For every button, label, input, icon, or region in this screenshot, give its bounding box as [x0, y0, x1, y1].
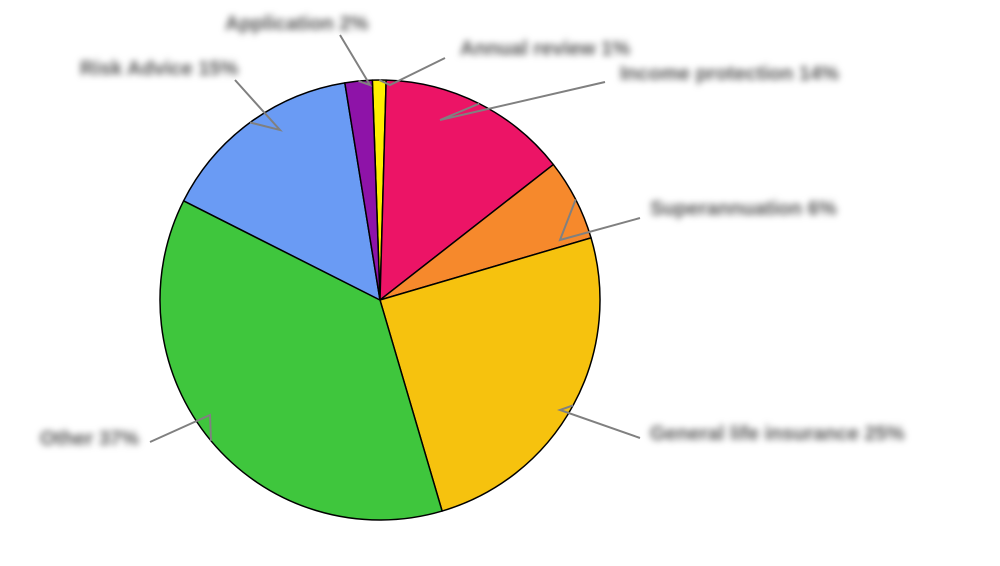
pie-chart-svg: Annual review 1% Income protection 14% Sup… [0, 0, 1000, 566]
pie-slices [160, 80, 600, 520]
slice-label: Risk Advice 15% [80, 58, 238, 80]
slice-label: General life insurance 25% [650, 423, 905, 445]
leader-line [340, 35, 370, 85]
slice-label: Annual review 1% [460, 38, 630, 60]
slice-label: Income protection 14% [620, 63, 839, 85]
leader-line [560, 405, 640, 438]
slice-label: Other 37% [40, 428, 139, 450]
slice-label: Application 2% [225, 13, 369, 35]
pie-chart: Annual review 1% Income protection 14% Sup… [0, 0, 1000, 566]
slice-label: Superannuation 6% [650, 198, 837, 220]
